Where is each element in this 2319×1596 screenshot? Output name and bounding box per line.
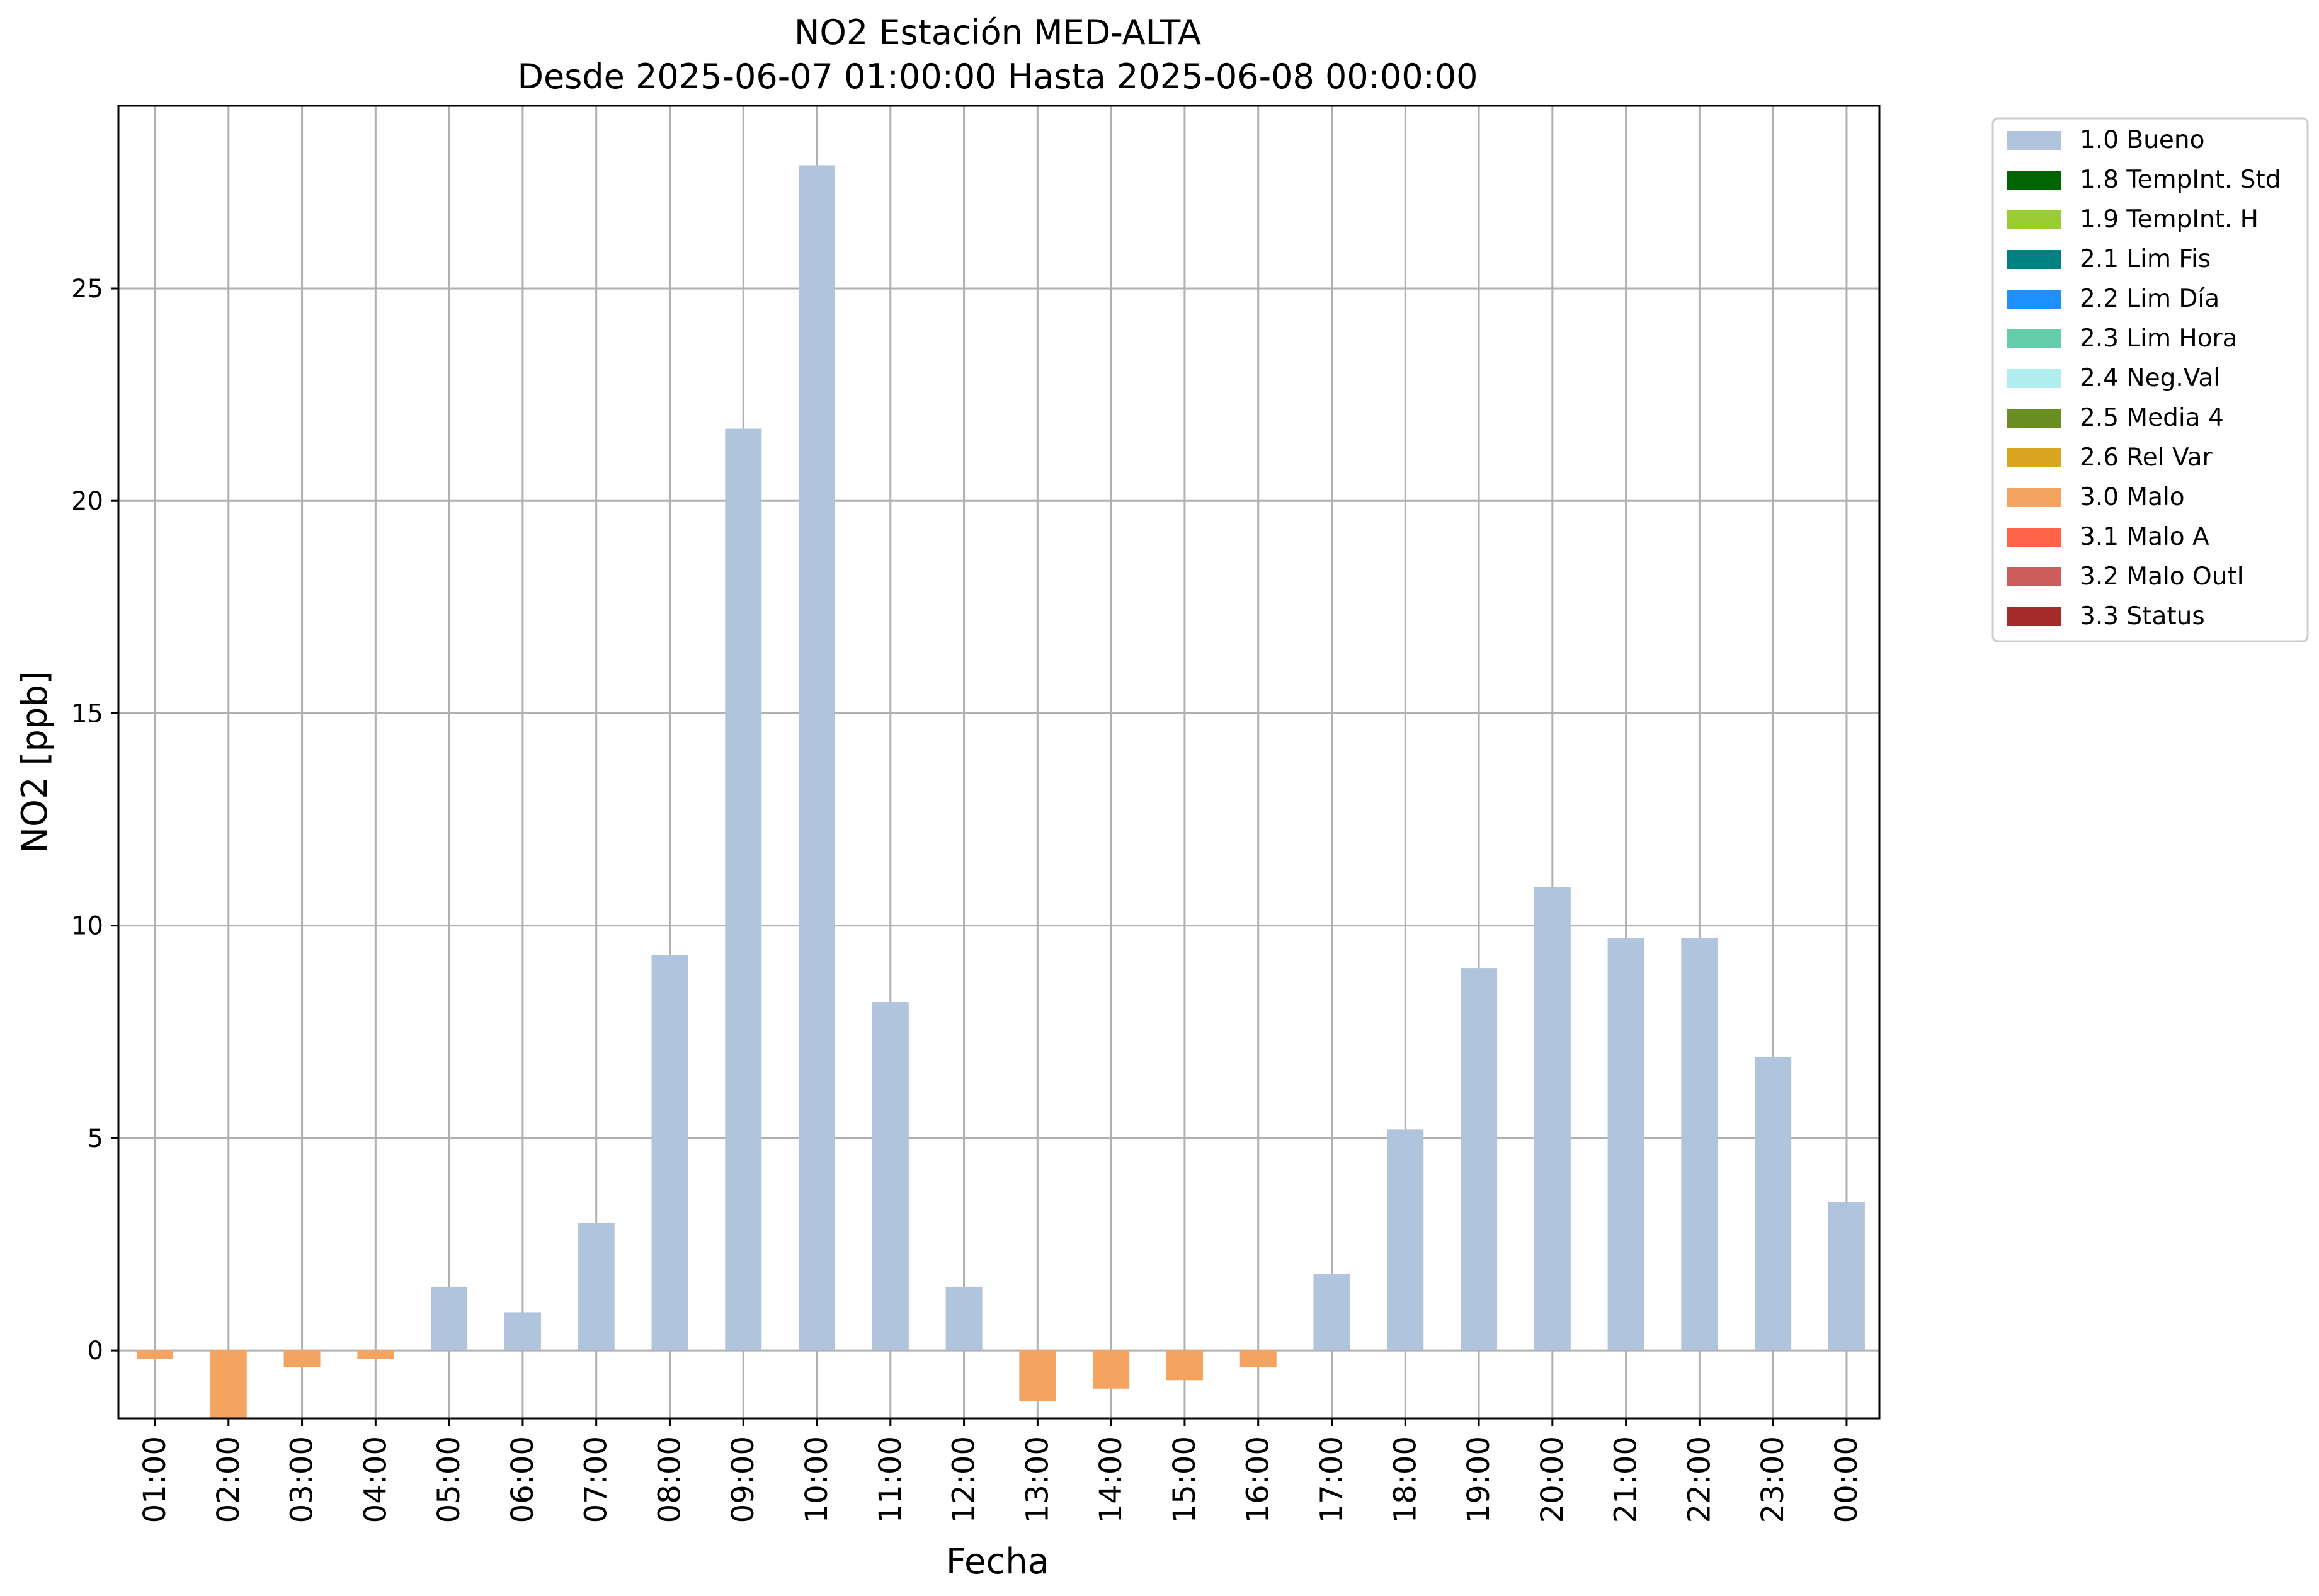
x-tick-label: 11:00 <box>873 1436 908 1523</box>
bar-2000 <box>1534 887 1571 1351</box>
legend-label: 3.3 Status <box>2080 602 2205 630</box>
x-tick-label: 12:00 <box>947 1436 982 1523</box>
bar-0300 <box>283 1350 321 1368</box>
y-axis-label: NO2 [ppb] <box>14 671 55 853</box>
bar-0400 <box>357 1350 394 1359</box>
legend-swatch <box>2007 171 2061 190</box>
legend-swatch <box>2007 210 2061 229</box>
bar-1800 <box>1387 1129 1424 1351</box>
bar-0100 <box>137 1350 173 1359</box>
x-tick-label: 17:00 <box>1314 1436 1349 1523</box>
bar-0900 <box>725 428 762 1351</box>
bar-0500 <box>431 1286 468 1351</box>
bar-0600 <box>504 1312 541 1351</box>
x-tick-label: 00:00 <box>1829 1436 1864 1523</box>
legend-swatch <box>2007 250 2061 269</box>
x-tick-label: 08:00 <box>652 1436 687 1523</box>
bar-1000 <box>799 165 836 1351</box>
chart-title: NO2 Estación MED-ALTA <box>794 13 1201 52</box>
x-tick-label: 14:00 <box>1093 1436 1129 1523</box>
x-tick-label: 13:00 <box>1020 1436 1055 1523</box>
bar-1200 <box>945 1286 983 1351</box>
bar-0800 <box>651 955 688 1351</box>
x-tick-label: 03:00 <box>285 1436 320 1523</box>
bar-2300 <box>1755 1057 1792 1351</box>
y-tick-label: 25 <box>71 275 103 304</box>
x-tick-label: 02:00 <box>211 1436 246 1523</box>
legend-label: 1.8 TempInt. Std <box>2080 166 2281 194</box>
x-axis-ticks: 01:00 02:00 03:00 04:00 05:00 06:00 07:00 08:00… <box>137 1418 1864 1523</box>
bar-1500 <box>1166 1350 1203 1381</box>
legend-label: 2.2 Lim Día <box>2080 285 2219 313</box>
x-tick-label: 07:00 <box>579 1436 614 1523</box>
legend-box <box>1991 117 2309 642</box>
legend-label: 3.1 Malo A <box>2080 523 2209 551</box>
legend-label: 3.2 Malo Outl <box>2080 562 2244 591</box>
y-tick-label: 5 <box>88 1124 103 1153</box>
legend-swatch <box>2007 488 2061 507</box>
y-tick-label: 20 <box>71 487 103 516</box>
chart-subtitle: Desde 2025-06-07 01:00:00 Hasta 2025-06-… <box>517 57 1478 96</box>
y-tick-label: 10 <box>71 912 103 941</box>
x-tick-label: 10:00 <box>799 1436 835 1523</box>
bar-1900 <box>1461 968 1498 1351</box>
legend-label: 3.0 Malo <box>2080 483 2185 511</box>
bar-1600 <box>1239 1350 1277 1368</box>
bar-1300 <box>1019 1350 1056 1402</box>
y-tick-label: 15 <box>71 699 103 728</box>
x-tick-label: 01:00 <box>137 1436 173 1523</box>
x-tick-label: 15:00 <box>1167 1436 1202 1523</box>
legend-label: 2.4 Neg.Val <box>2080 364 2220 392</box>
x-tick-label: 21:00 <box>1609 1436 1644 1523</box>
bars <box>137 165 1865 1418</box>
plot-frame <box>117 105 1881 1420</box>
x-tick-label: 16:00 <box>1241 1436 1276 1523</box>
legend-label: 1.0 Bueno <box>2080 126 2204 154</box>
x-tick-label: 04:00 <box>358 1436 393 1523</box>
bar-0000 <box>1828 1202 1865 1351</box>
x-tick-label: 05:00 <box>431 1436 467 1523</box>
legend-swatch <box>2007 290 2061 309</box>
legend-label: 2.5 Media 4 <box>2080 404 2224 432</box>
bar-1700 <box>1313 1274 1350 1351</box>
legend-swatch <box>2007 131 2061 150</box>
legend-swatch <box>2007 567 2061 586</box>
y-tick-label: 0 <box>88 1337 103 1365</box>
legend-swatch <box>2007 528 2061 547</box>
legend-label: 2.3 Lim Hora <box>2080 324 2238 353</box>
bar-1100 <box>872 1002 909 1351</box>
bar-1400 <box>1093 1350 1130 1389</box>
bar-2200 <box>1681 938 1718 1351</box>
x-tick-label: 18:00 <box>1387 1436 1423 1523</box>
bar-0200 <box>210 1350 247 1418</box>
legend-swatch <box>2007 369 2061 388</box>
x-tick-label: 23:00 <box>1755 1436 1791 1523</box>
legend-swatch <box>2007 448 2061 467</box>
bar-2100 <box>1607 938 1644 1351</box>
legend: 1.0 Bueno 1.8 TempInt. Std 1.9 TempInt. H 2… <box>1991 117 2309 642</box>
x-tick-label: 06:00 <box>505 1436 540 1523</box>
legend-label: 1.9 TempInt. H <box>2080 205 2259 234</box>
legend-swatch <box>2007 329 2061 348</box>
y-axis-ticks: 0 5 10 15 20 25 <box>71 275 118 1365</box>
x-axis-label: Fecha <box>946 1541 1049 1582</box>
legend-label: 2.1 Lim Fis <box>2080 245 2211 273</box>
bar-0700 <box>578 1223 615 1351</box>
legend-swatch <box>2007 409 2061 428</box>
x-tick-label: 22:00 <box>1682 1436 1717 1523</box>
legend-swatch <box>2007 607 2061 626</box>
x-tick-label: 09:00 <box>726 1436 761 1523</box>
x-tick-label: 20:00 <box>1535 1436 1570 1523</box>
x-tick-label: 19:00 <box>1461 1436 1496 1523</box>
legend-label: 2.6 Rel Var <box>2080 443 2213 472</box>
